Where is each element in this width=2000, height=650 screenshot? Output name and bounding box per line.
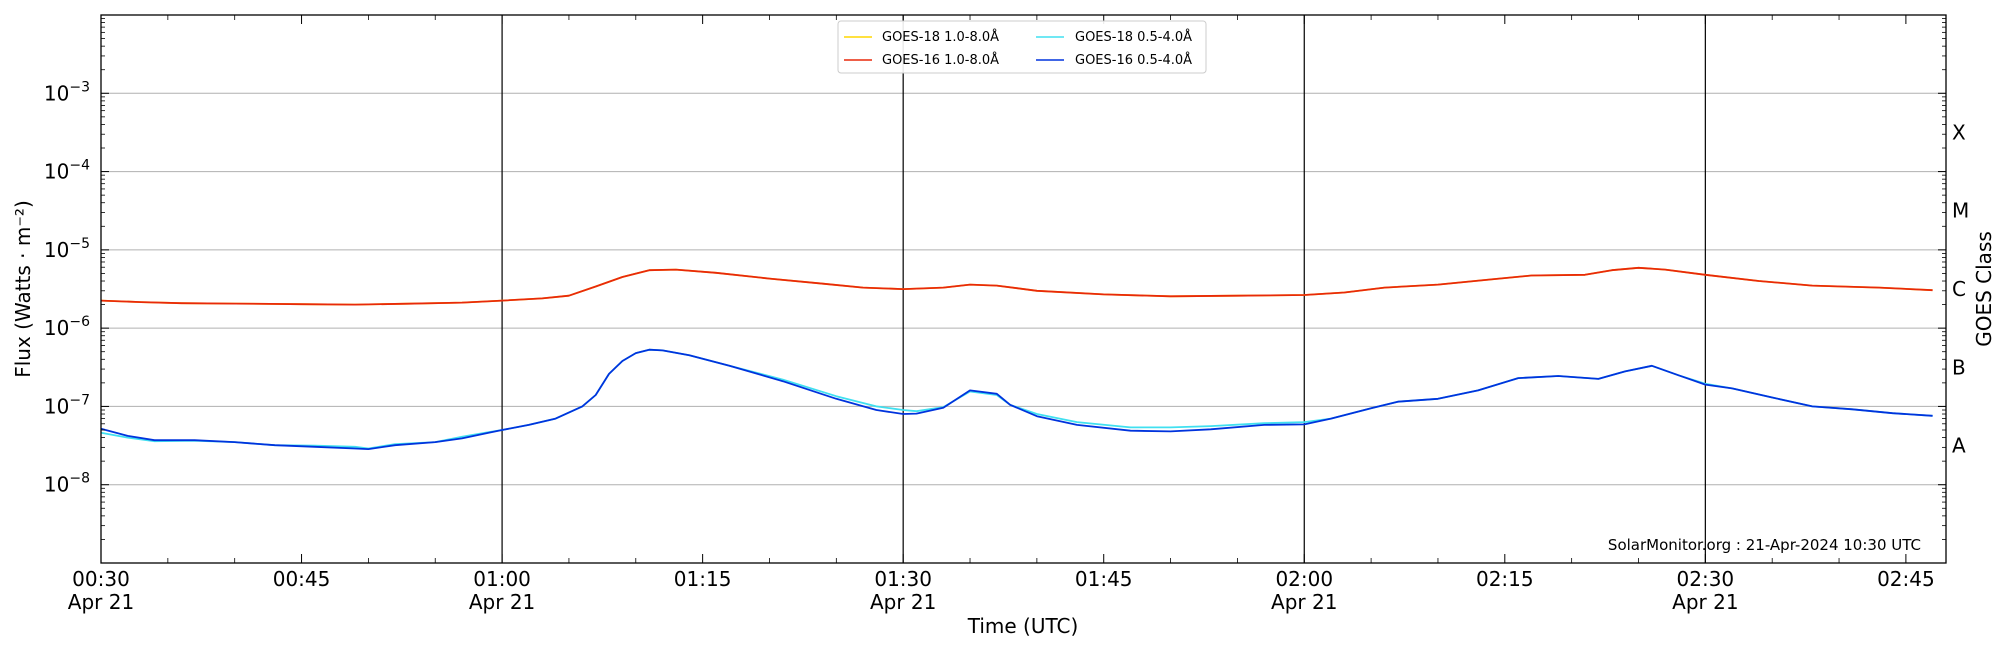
x-tick-label: 00:30 (72, 567, 130, 591)
goes-class-labels: X M C B A (1952, 120, 1969, 457)
y-tick-labels: 10−3 10−4 10−5 10−6 10−7 10−8 (44, 79, 90, 496)
x-tick-label: 01:45 (1075, 567, 1133, 591)
x-tick-label: 02:30 (1677, 567, 1735, 591)
y-tick-label: 10−7 (44, 392, 90, 418)
x-tick-label: 02:45 (1877, 567, 1935, 591)
legend-label-goes16-long: GOES-16 1.0-8.0Å (882, 52, 999, 68)
legend-label-goes16-short: GOES-16 0.5-4.0Å (1075, 52, 1192, 68)
time-marker-lines (501, 15, 1706, 563)
x-tick-label: 01:15 (674, 567, 732, 591)
x-tick-sublabel: Apr 21 (1672, 590, 1738, 614)
legend-label-goes18-long: GOES-18 1.0-8.0Å (882, 29, 999, 45)
x-tick-label: 02:15 (1476, 567, 1534, 591)
goes16-short-series (100, 348, 1933, 450)
series-layer (100, 266, 1933, 450)
goes18-short-series (100, 348, 1933, 450)
y-tick-label: 10−5 (44, 236, 90, 262)
plot-area-frame (100, 14, 1947, 564)
grid-layer (101, 92, 1946, 486)
x-tick-label: 01:30 (874, 567, 932, 591)
y-tick-label: 10−4 (44, 158, 90, 184)
goes-class-label: C (1952, 277, 1966, 301)
goes-class-label: A (1952, 434, 1966, 458)
y-tick-label: 10−3 (44, 79, 90, 105)
goes18-long-series (100, 266, 1933, 306)
y-tick-label: 10−6 (44, 314, 90, 340)
x-tick-sublabel: Apr 21 (870, 590, 936, 614)
x-tick-sublabel: Apr 21 (68, 590, 134, 614)
x-tick-label: 01:00 (473, 567, 531, 591)
y-axis-title: Flux (Watts · m⁻²) (11, 200, 35, 378)
goes16-long-series (100, 266, 1933, 306)
legend-box (837, 20, 1207, 74)
tick-layer (100, 15, 1946, 563)
x-tick-label: 02:00 (1275, 567, 1333, 591)
y2-axis-title: GOES Class (1972, 231, 1996, 347)
x-tick-sublabel: Apr 21 (469, 590, 535, 614)
credit-text: SolarMonitor.org : 21-Apr-2024 10:30 UTC (1608, 536, 1921, 554)
goes-class-label: B (1952, 355, 1966, 379)
x-axis-title: Time (UTC) (967, 614, 1079, 638)
legend: GOES-18 1.0-8.0Å GOES-16 1.0-8.0Å GOES-1… (837, 20, 1207, 74)
y-tick-label: 10−8 (44, 471, 90, 497)
x-tick-sublabel: Apr 21 (1271, 590, 1337, 614)
goes-class-label: M (1952, 199, 1969, 223)
goes-class-label: X (1952, 120, 1966, 144)
x-tick-label: 00:45 (273, 567, 331, 591)
legend-label-goes18-short: GOES-18 0.5-4.0Å (1075, 29, 1192, 45)
